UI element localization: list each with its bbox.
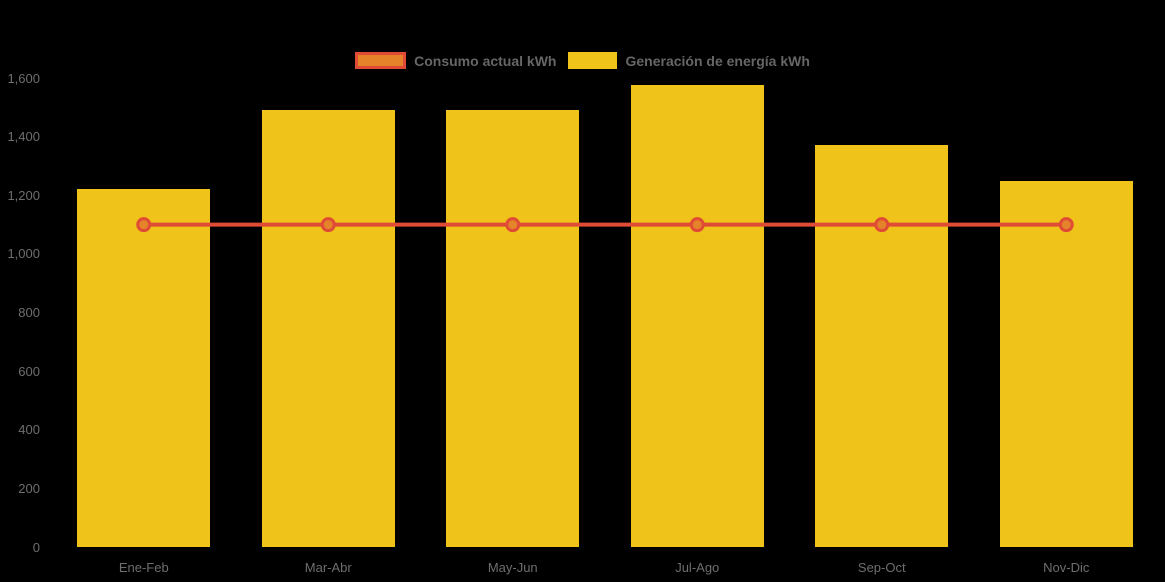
- bar-nov-dic[interactable]: [999, 180, 1133, 548]
- legend-label-generacion: Generación de energía kWh: [625, 52, 810, 69]
- bar-may-jun[interactable]: [446, 110, 580, 548]
- y-tick-label: 800: [18, 305, 40, 321]
- bar-sep-oct[interactable]: [815, 145, 949, 548]
- x-tick-label: Ene-Feb: [118, 560, 169, 575]
- line-marker-may-jun[interactable]: [505, 217, 521, 233]
- generacion-bar-swatch-icon: [568, 52, 618, 69]
- x-tick-label: Jul-Ago: [675, 560, 720, 575]
- x-tick-label: Nov-Dic: [1043, 560, 1090, 575]
- y-tick-label: 1,200: [7, 187, 40, 203]
- bar-jul-ago[interactable]: [630, 85, 764, 548]
- y-tick-label: 400: [18, 422, 40, 438]
- bar-ene-feb[interactable]: [77, 189, 211, 548]
- legend-item-consumo-actual[interactable]: Consumo actual kWh: [355, 52, 556, 69]
- consumo-line-swatch-icon: [355, 52, 407, 69]
- x-tick-label: Mar-Abr: [304, 560, 352, 575]
- line-marker-jul-ago[interactable]: [689, 217, 705, 233]
- line-marker-nov-dic[interactable]: [1058, 217, 1074, 233]
- y-tick-label: 600: [18, 363, 40, 379]
- y-tick-label: 200: [18, 481, 40, 497]
- x-tick-label: May-Jun: [487, 560, 538, 575]
- legend-item-generacion-energia[interactable]: Generación de energía kWh: [568, 52, 810, 69]
- y-tick-label: 0: [32, 539, 40, 555]
- y-tick-label: 1,000: [7, 246, 40, 262]
- legend-label-consumo: Consumo actual kWh: [414, 52, 557, 69]
- line-marker-mar-abr[interactable]: [320, 217, 336, 233]
- x-tick-label: Sep-Oct: [857, 560, 906, 575]
- line-marker-sep-oct[interactable]: [874, 217, 890, 233]
- y-tick-label: 1,400: [7, 129, 40, 145]
- bar-mar-abr[interactable]: [261, 110, 395, 548]
- y-tick-label: 1,600: [7, 70, 40, 86]
- chart-legend: Consumo actual kWh Generación de energía…: [0, 52, 1165, 69]
- line-marker-ene-feb[interactable]: [136, 217, 152, 233]
